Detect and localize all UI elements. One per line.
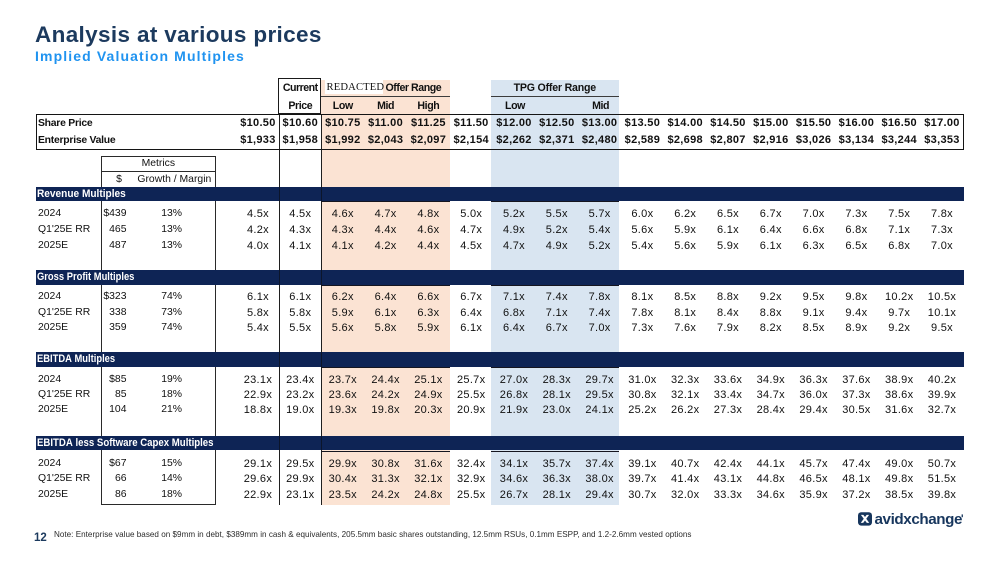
- svg-text:avidxchange: avidxchange: [875, 511, 963, 528]
